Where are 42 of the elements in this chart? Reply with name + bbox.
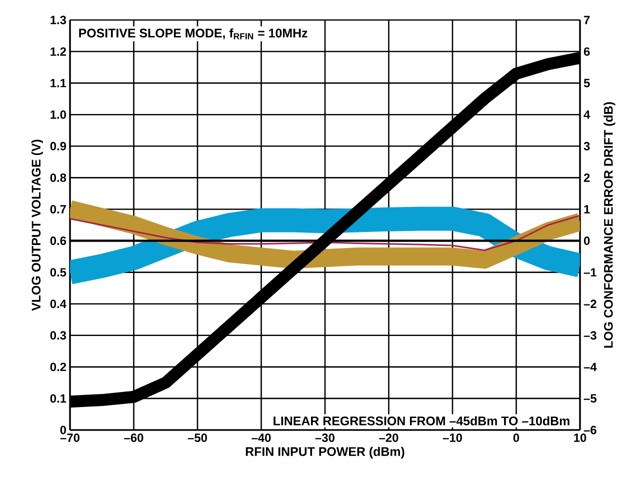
y2-tick-label: –2 (584, 300, 596, 308)
annotation: POSITIVE SLOPE MODE, f$_{RFIN}$ = 10MHz (79, 28, 308, 40)
y-tick-label: 0.6 (50, 236, 66, 245)
y2-tick-label: 3 (584, 142, 590, 150)
y-tick-label: 0.4 (50, 300, 66, 308)
y2-tick-label: 6 (584, 47, 590, 56)
x-tick-label: 0 (513, 434, 520, 442)
y2-axis-title: LOG CONFORMANCE ERROR DRIFT (dB) (604, 102, 616, 348)
y-tick-label: 0.3 (50, 331, 66, 340)
x-tick-label: –20 (379, 434, 398, 442)
y-tick-label: 0.9 (50, 142, 66, 150)
y2-tick-label: –6 (584, 426, 596, 434)
x-tick-label: –60 (124, 434, 144, 442)
y2-tick-label: 5 (584, 78, 590, 88)
y2-tick-label: –3 (584, 331, 596, 340)
y-tick-label: 0.8 (50, 173, 66, 182)
y-axis-title: VLOG OUTPUT VOLTAGE (V) (31, 140, 44, 311)
y2-tick-label: 7 (584, 16, 590, 24)
y-tick-label: 0.1 (50, 394, 66, 403)
y-tick-label: 0 (60, 426, 66, 434)
y-tick-label: 1.2 (50, 47, 66, 56)
y2-tick-label: 4 (584, 110, 590, 119)
y2-tick-label: –1 (584, 268, 596, 276)
x-tick-label: –10 (442, 434, 462, 442)
x-tick-label: –40 (252, 434, 271, 442)
y-tick-label: 0.5 (50, 268, 66, 277)
x-axis-title: RFIN INPUT POWER (dBm) (246, 446, 404, 458)
x-tick-label: 10 (574, 434, 586, 442)
y2-tick-label: 1 (584, 205, 590, 214)
y-tick-label: 1.0 (50, 110, 66, 119)
y2-tick-label: –4 (584, 362, 597, 372)
x-tick-label: –50 (188, 434, 207, 442)
y-tick-label: 0.2 (50, 362, 66, 372)
y2-tick-label: 2 (584, 174, 590, 182)
y-tick-label: 1.1 (50, 78, 66, 88)
y2-tick-label: 0 (584, 236, 590, 245)
y-tick-label: 1.3 (50, 16, 66, 24)
x-tick-label: –30 (315, 434, 334, 442)
annotation: LINEAR REGRESSION FROM –45dBm TO –10dBm (274, 416, 570, 426)
y-tick-label: 0.7 (50, 205, 66, 214)
y2-tick-label: –5 (584, 394, 596, 403)
x-tick-label: –70 (60, 434, 80, 442)
